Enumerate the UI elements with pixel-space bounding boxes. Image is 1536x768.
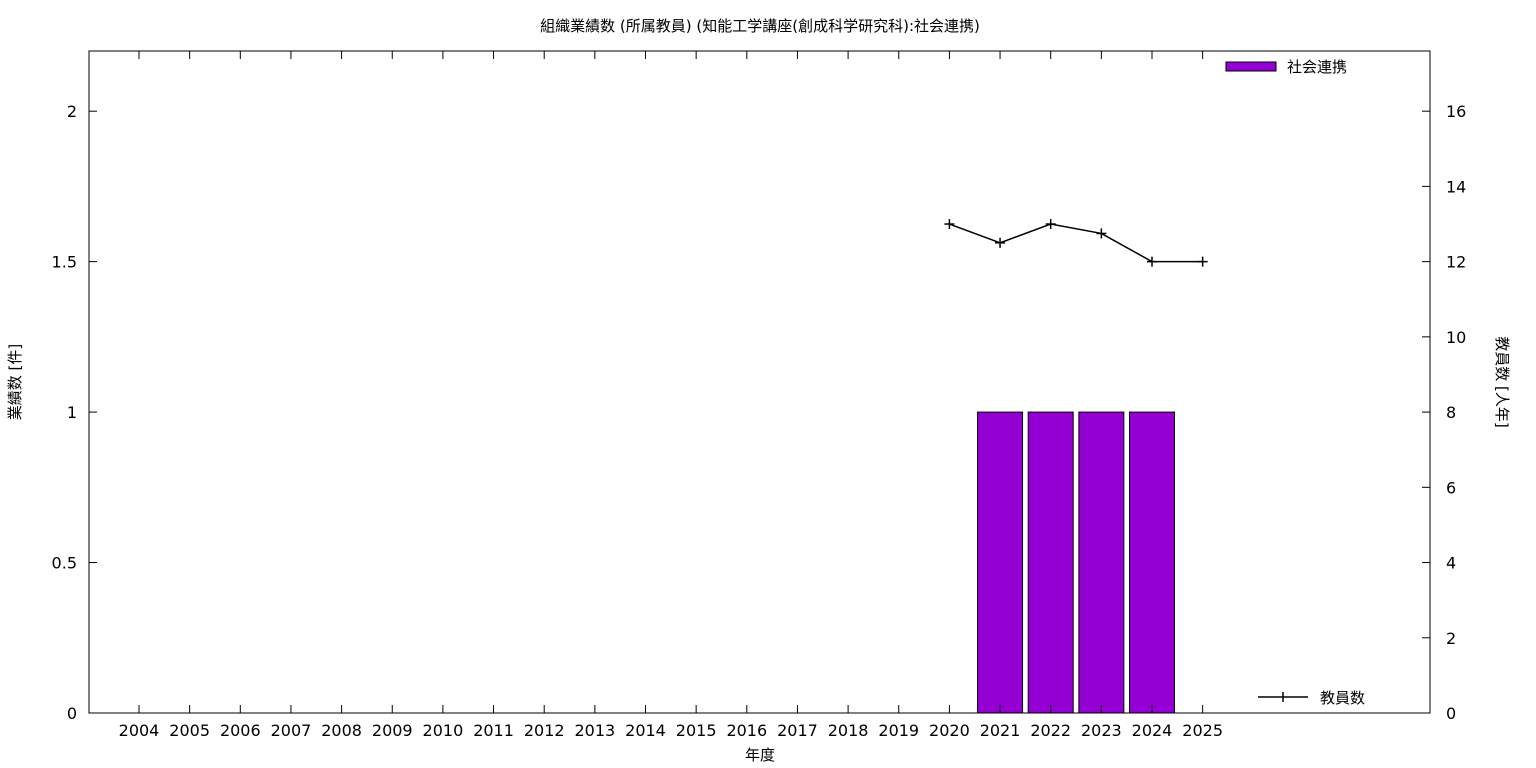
line-point-2025 — [1197, 256, 1208, 267]
x-tick-label: 2016 — [726, 721, 767, 740]
y2-tick-label: 12 — [1446, 253, 1466, 272]
bar-2024 — [1129, 411, 1175, 714]
x-axis-title: 年度 — [745, 746, 775, 764]
x-tick-label: 2022 — [1030, 721, 1071, 740]
right-axis: 0 2 4 6 8 10 12 14 16 — [1422, 102, 1466, 723]
y2-tick-label: 0 — [1446, 704, 1456, 723]
legend-bar: 社会連携 — [1225, 58, 1347, 76]
bar-2021 — [977, 411, 1024, 714]
legend-line: 教員数 — [1258, 689, 1365, 707]
x-tick-label: 2009 — [372, 721, 413, 740]
bar-2022 — [1027, 411, 1074, 714]
legend-bar-label: 社会連携 — [1287, 58, 1347, 76]
x-tick-label: 2007 — [271, 721, 312, 740]
line-point-2022 — [1045, 219, 1056, 230]
x-tick-label: 2025 — [1182, 721, 1223, 740]
y2-tick-label: 2 — [1446, 629, 1456, 648]
x-tick-label: 2008 — [321, 721, 362, 740]
x-tick-label: 2014 — [625, 721, 666, 740]
bar-2023 — [1078, 411, 1125, 714]
x-tick-label: 2020 — [929, 721, 970, 740]
y-tick-label: 1.5 — [52, 253, 77, 272]
x-tick-label: 2019 — [878, 721, 919, 740]
y2-tick-label: 10 — [1446, 328, 1466, 347]
y2-tick-label: 4 — [1446, 554, 1456, 573]
x-tick-label: 2023 — [1081, 721, 1122, 740]
y2-tick-label: 16 — [1446, 102, 1466, 121]
legend-bar-swatch — [1225, 61, 1277, 72]
faculty-count-line — [949, 223, 1203, 263]
x-axis: 2004 2005 2006 2007 2008 2009 2010 2011 2012 2013… — [119, 51, 1223, 740]
y2-axis-title: 教員数 [人年] — [1493, 336, 1511, 427]
x-tick-label: 2015 — [676, 721, 717, 740]
x-tick-label: 2012 — [524, 721, 565, 740]
x-tick-label: 2021 — [980, 721, 1021, 740]
line-point-2024 — [1147, 256, 1157, 267]
x-tick-label: 2011 — [473, 721, 514, 740]
x-tick-label: 2018 — [828, 721, 869, 740]
chart-title: 組織業績数 (所属教員) (知能工学講座(創成科学研究科):社会連携) — [540, 17, 980, 35]
x-tick-label: 2005 — [169, 721, 210, 740]
x-tick-label: 2010 — [423, 721, 464, 740]
legend-line-label: 教員数 — [1320, 689, 1365, 707]
y-tick-label: 2 — [67, 102, 77, 121]
y-axis-title: 業績数 [件] — [6, 344, 24, 420]
line-point-2023 — [1096, 228, 1107, 239]
plot-frame — [88, 50, 1431, 714]
x-tick-label: 2004 — [119, 721, 160, 740]
line-layer — [944, 219, 1208, 267]
line-point-2020 — [944, 219, 955, 230]
y-tick-label: 0.5 — [52, 554, 77, 573]
line-point-2021 — [995, 237, 1006, 248]
bars-layer — [977, 411, 1175, 714]
y2-tick-label: 8 — [1446, 403, 1456, 422]
x-tick-label: 2013 — [574, 721, 615, 740]
y-tick-label: 0 — [67, 704, 77, 723]
x-tick-label: 2017 — [777, 721, 818, 740]
y-tick-label: 1 — [67, 403, 77, 422]
x-tick-label: 2006 — [220, 721, 261, 740]
y2-tick-label: 6 — [1446, 478, 1456, 497]
x-tick-label: 2024 — [1132, 721, 1173, 740]
y2-tick-label: 14 — [1446, 177, 1466, 196]
left-axis: 0 0.5 1 1.5 2 — [52, 102, 97, 723]
